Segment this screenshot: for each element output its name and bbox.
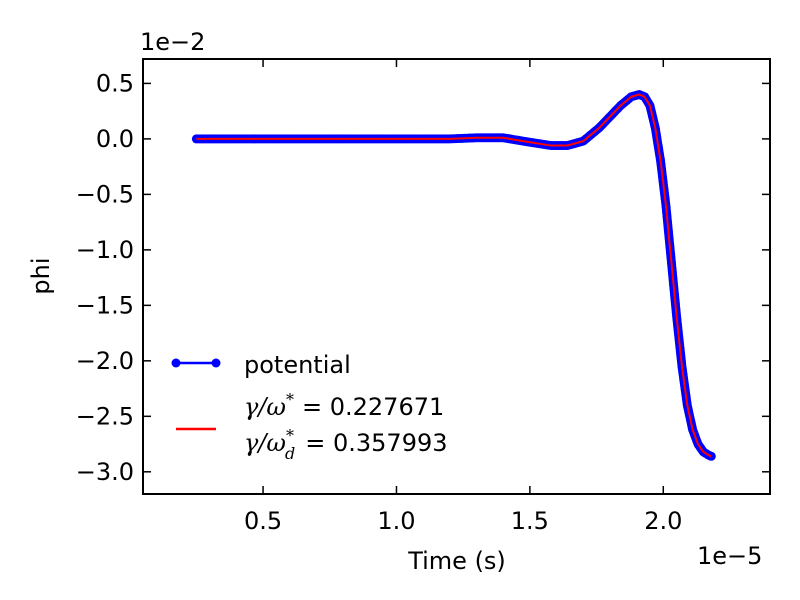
y-tick-label: −1.5: [76, 291, 134, 319]
d-subscript: d: [285, 444, 295, 463]
y-tick-label: −0.5: [76, 180, 134, 208]
y-tick-label: −2.0: [76, 347, 134, 375]
fit-curve: [196, 93, 712, 458]
y-tick-label: −1.0: [76, 236, 134, 264]
x-tick-label: 1.5: [511, 507, 549, 535]
y-tick-label: 0.0: [96, 125, 134, 153]
y-offset-text: 1e−2: [140, 28, 205, 56]
star-superscript: *: [286, 426, 294, 445]
plot-frame: [142, 58, 771, 495]
star-superscript: *: [286, 390, 294, 409]
y-ticks: 0.5 0.0 −0.5 −1.0 −1.5 −2.0 −2.5 −3.0: [76, 69, 770, 486]
legend-potential-marker: [211, 358, 221, 368]
x-tick-label: 0.5: [244, 507, 282, 535]
legend-potential-marker: [171, 358, 181, 368]
gamma-omega-d-star-value: = 0.357993: [305, 429, 447, 457]
x-tick-label: 2.0: [644, 507, 682, 535]
x-offset-text: 1e−5: [697, 542, 762, 570]
x-tick-label: 1.0: [377, 507, 415, 535]
gamma-omega-star-symbol: γ/ω: [244, 393, 286, 421]
plot-area: [143, 59, 770, 494]
gamma-omega-d-star-symbol: γ/ω: [244, 429, 286, 457]
legend: potential γ/ω* = 0.227671 γ/ω* d = 0.357993: [171, 351, 448, 463]
legend-potential-label: potential: [244, 351, 351, 379]
x-axis-label: Time (s): [407, 547, 506, 575]
y-axis-label: phi: [27, 257, 55, 294]
x-ticks: 0.5 1.0 1.5 2.0: [244, 59, 682, 535]
legend-fit-label-1: γ/ω* = 0.227671: [244, 390, 444, 421]
legend-fit-label-2: γ/ω* d = 0.357993: [244, 426, 448, 463]
fit-line: [196, 93, 712, 458]
gamma-omega-star-value: = 0.227671: [302, 393, 444, 421]
y-tick-label: −2.5: [76, 402, 134, 430]
y-tick-label: −3.0: [76, 458, 134, 486]
y-tick-label: 0.5: [96, 69, 134, 97]
